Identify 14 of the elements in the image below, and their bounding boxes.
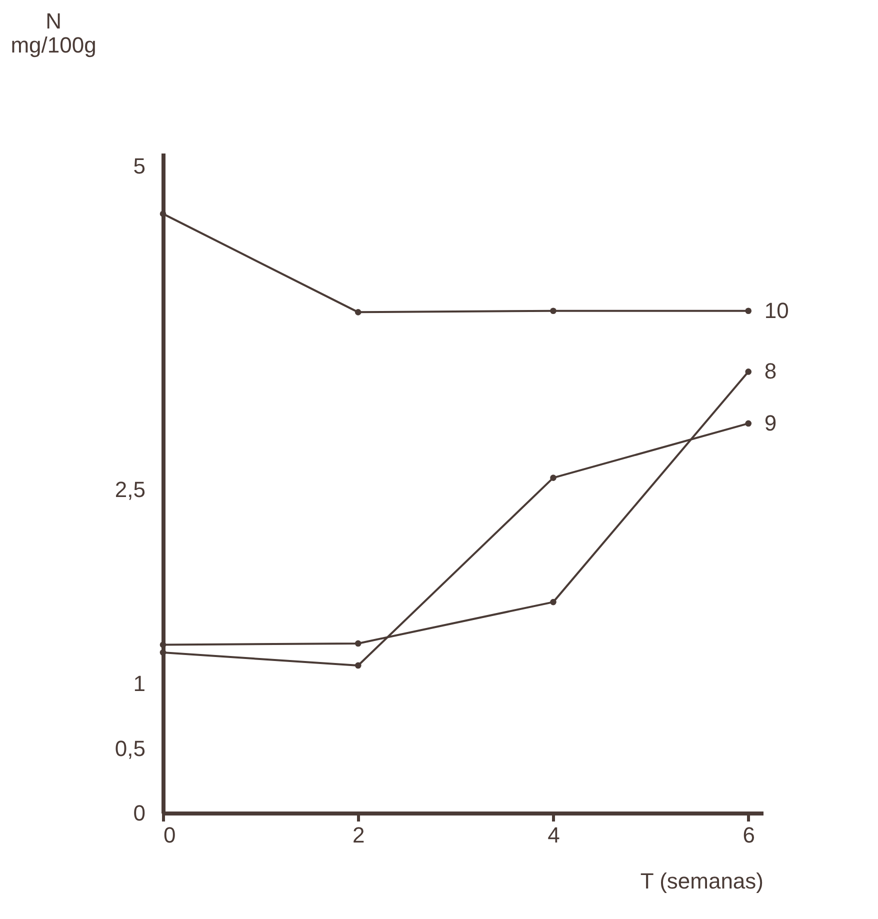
y-tick-label: 0,5 bbox=[114, 736, 146, 761]
x-tick-label: 2 bbox=[352, 822, 365, 848]
y-tick-label: 5 bbox=[133, 153, 146, 178]
y-tick-label: 0 bbox=[133, 800, 146, 826]
x-tick-label: 4 bbox=[548, 822, 560, 848]
x-tick-label: 6 bbox=[742, 822, 755, 848]
x-axis-title: T (semanas) bbox=[640, 868, 764, 894]
y-tick-label: 2,5 bbox=[114, 476, 146, 502]
series-label: 10 bbox=[764, 298, 789, 323]
y-axis-title: N mg/100g bbox=[10, 8, 96, 58]
series-label: 9 bbox=[764, 410, 777, 436]
series-label: 8 bbox=[764, 358, 777, 384]
y-tick-label: 1 bbox=[133, 671, 146, 696]
x-tick-label: 0 bbox=[164, 822, 176, 848]
